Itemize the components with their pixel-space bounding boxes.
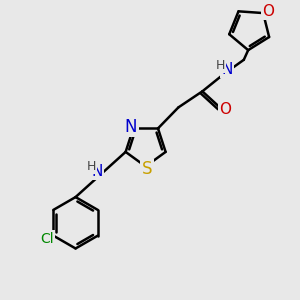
Text: N: N: [221, 61, 232, 76]
Text: O: O: [262, 4, 274, 19]
Text: N: N: [92, 164, 103, 179]
Text: H: H: [87, 160, 96, 173]
Text: Cl: Cl: [40, 232, 54, 245]
Text: O: O: [219, 102, 231, 117]
Text: H: H: [216, 58, 225, 72]
Text: S: S: [142, 160, 152, 178]
Text: N: N: [125, 118, 137, 136]
